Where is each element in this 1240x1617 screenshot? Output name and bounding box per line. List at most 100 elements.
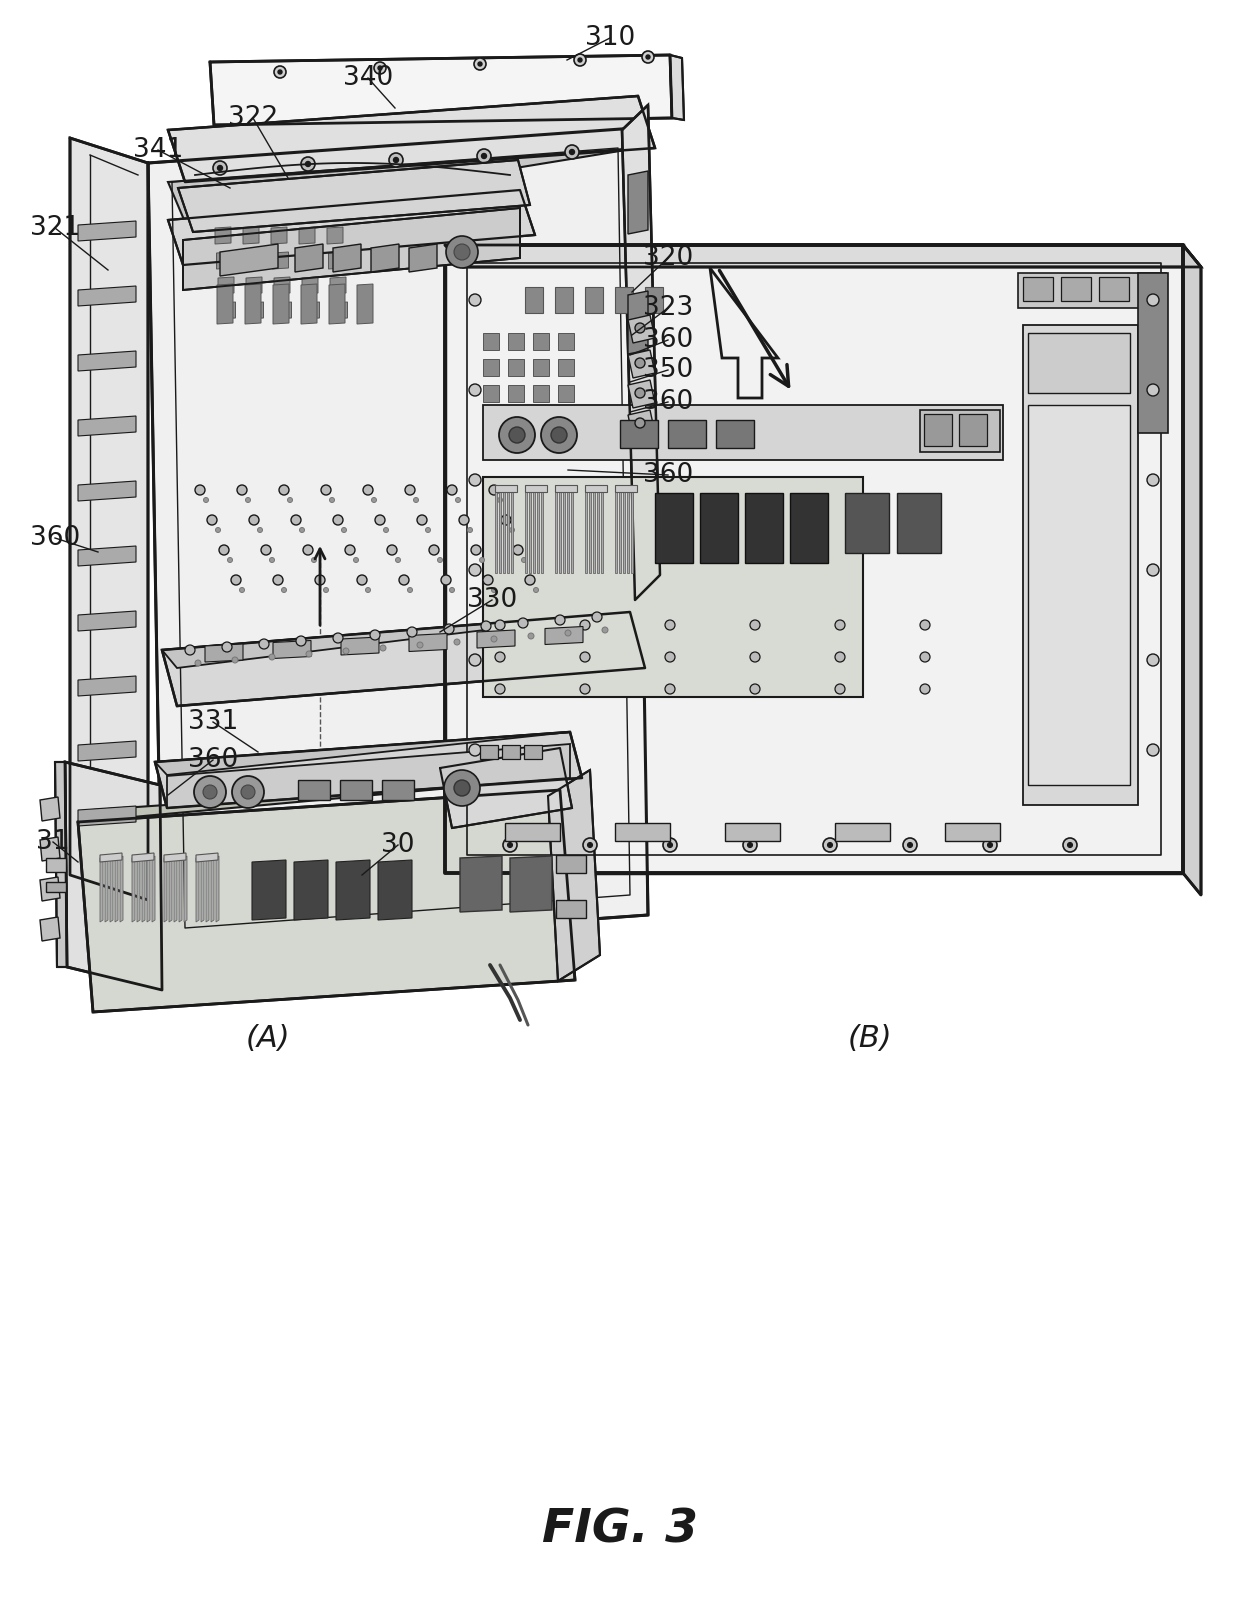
Circle shape [565, 146, 579, 158]
Circle shape [379, 645, 386, 652]
Circle shape [291, 514, 301, 526]
Circle shape [525, 576, 534, 585]
Polygon shape [273, 252, 289, 268]
Polygon shape [246, 277, 262, 294]
Polygon shape [301, 285, 317, 323]
Circle shape [417, 514, 427, 526]
Polygon shape [525, 286, 543, 314]
Polygon shape [217, 285, 233, 323]
Polygon shape [164, 855, 167, 922]
Polygon shape [201, 855, 205, 922]
Bar [484, 477, 863, 697]
Circle shape [469, 383, 481, 396]
Polygon shape [327, 226, 343, 244]
Polygon shape [484, 385, 498, 403]
Polygon shape [210, 55, 672, 125]
Bar [340, 779, 372, 800]
Circle shape [491, 587, 496, 592]
Text: 360: 360 [642, 327, 693, 353]
Polygon shape [252, 860, 286, 920]
Circle shape [1068, 842, 1073, 847]
Bar [620, 420, 658, 448]
Polygon shape [120, 855, 123, 922]
Text: 350: 350 [642, 357, 693, 383]
Circle shape [341, 527, 346, 532]
Polygon shape [745, 493, 782, 563]
Polygon shape [273, 640, 311, 658]
Polygon shape [184, 855, 187, 922]
Circle shape [413, 498, 419, 503]
Circle shape [324, 587, 329, 592]
Text: 360: 360 [188, 747, 238, 773]
Circle shape [195, 660, 201, 666]
Polygon shape [507, 490, 508, 572]
Bar [1028, 404, 1130, 784]
Circle shape [195, 485, 205, 495]
Polygon shape [217, 252, 233, 268]
Circle shape [580, 684, 590, 694]
Bar [1138, 273, 1168, 433]
Polygon shape [78, 222, 136, 241]
Polygon shape [627, 291, 649, 354]
Circle shape [241, 784, 255, 799]
Circle shape [528, 632, 534, 639]
Polygon shape [556, 490, 557, 572]
Polygon shape [167, 744, 570, 808]
Circle shape [259, 639, 269, 648]
Bar [1061, 277, 1091, 301]
Circle shape [396, 558, 401, 563]
Polygon shape [248, 302, 263, 319]
Polygon shape [570, 490, 573, 572]
Text: 340: 340 [343, 65, 393, 91]
Polygon shape [622, 490, 625, 572]
Polygon shape [219, 244, 278, 277]
Circle shape [1147, 383, 1159, 396]
Polygon shape [511, 490, 513, 572]
Polygon shape [148, 855, 150, 922]
Circle shape [578, 58, 582, 61]
Circle shape [237, 485, 247, 495]
Circle shape [279, 485, 289, 495]
Text: 31: 31 [36, 830, 69, 855]
Polygon shape [275, 302, 291, 319]
Polygon shape [844, 493, 889, 553]
Circle shape [444, 624, 454, 634]
Polygon shape [627, 315, 655, 343]
Circle shape [417, 642, 423, 648]
Circle shape [835, 619, 844, 631]
Circle shape [503, 838, 517, 852]
Circle shape [827, 842, 832, 847]
Circle shape [498, 417, 534, 453]
Circle shape [497, 498, 502, 503]
Polygon shape [78, 480, 136, 501]
Polygon shape [546, 626, 583, 645]
Circle shape [389, 154, 403, 167]
Polygon shape [525, 485, 547, 492]
Polygon shape [558, 333, 574, 349]
Polygon shape [329, 285, 345, 323]
Polygon shape [78, 676, 136, 695]
Circle shape [501, 514, 511, 526]
Circle shape [469, 744, 481, 757]
Circle shape [334, 514, 343, 526]
Circle shape [467, 527, 472, 532]
Polygon shape [246, 285, 260, 323]
Bar [945, 823, 999, 841]
Polygon shape [243, 226, 259, 244]
Bar [924, 414, 952, 446]
Polygon shape [503, 490, 505, 572]
Polygon shape [219, 302, 236, 319]
Circle shape [987, 842, 992, 847]
Circle shape [363, 485, 373, 495]
Circle shape [920, 619, 930, 631]
Polygon shape [409, 244, 436, 272]
Circle shape [983, 838, 997, 852]
Polygon shape [357, 285, 373, 323]
Polygon shape [508, 333, 525, 349]
Polygon shape [409, 634, 446, 652]
Bar [480, 745, 498, 758]
Circle shape [222, 642, 232, 652]
Circle shape [374, 514, 384, 526]
Polygon shape [533, 385, 549, 403]
Circle shape [481, 621, 491, 631]
